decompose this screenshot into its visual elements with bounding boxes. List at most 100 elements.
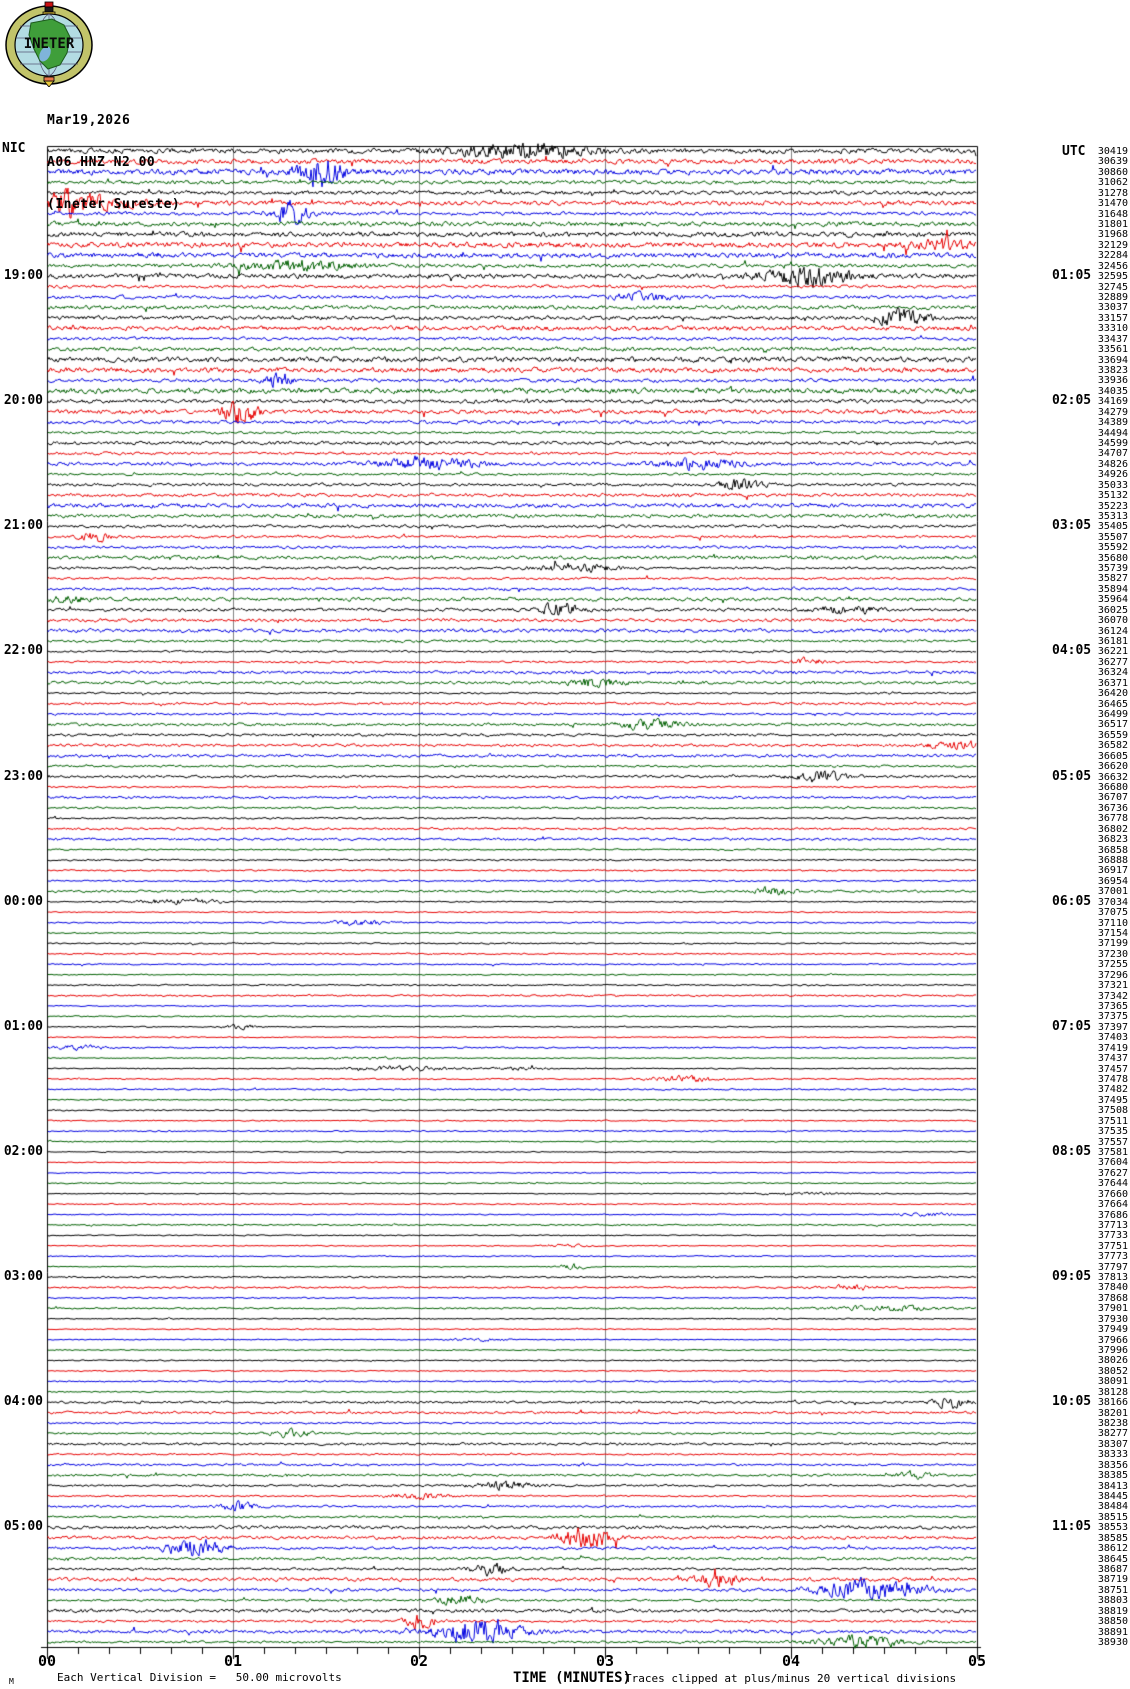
trace-value: 35680 xyxy=(1097,552,1128,564)
trace-value: 36465 xyxy=(1097,698,1128,710)
trace-value: 37627 xyxy=(1097,1167,1128,1179)
trace-value: 35592 xyxy=(1097,542,1128,554)
x-axis-tick-label: 04 xyxy=(781,1652,801,1670)
trace-value: 36888 xyxy=(1097,855,1128,866)
trace-value: 37868 xyxy=(1097,1292,1128,1304)
trace-value: 36324 xyxy=(1097,667,1128,679)
right-hour-label: 10:05 xyxy=(1052,1394,1092,1410)
trace-value: 36736 xyxy=(1097,802,1128,814)
logo-flag-red xyxy=(44,1,54,8)
trace-value: 36070 xyxy=(1097,615,1128,627)
trace-value: 37075 xyxy=(1097,907,1128,919)
trace-value: 37365 xyxy=(1097,1000,1128,1012)
trace-value: 36181 xyxy=(1097,636,1128,648)
trace-value: 38515 xyxy=(1097,1511,1128,1523)
trace-value: 38751 xyxy=(1097,1584,1128,1596)
x-axis-tick-label: 00 xyxy=(37,1652,57,1670)
logo-lake xyxy=(39,46,51,62)
trace-value: 38687 xyxy=(1097,1564,1128,1575)
left-hour-label: 22:00 xyxy=(3,643,43,659)
trace-value: 38052 xyxy=(1097,1365,1128,1377)
trace-value: 37581 xyxy=(1097,1146,1128,1158)
trace-value: 37296 xyxy=(1097,969,1128,981)
trace-value: 38850 xyxy=(1097,1616,1128,1628)
trace-value: 37644 xyxy=(1097,1178,1128,1190)
trace-value: 32129 xyxy=(1097,239,1128,251)
trace-value: 36124 xyxy=(1097,625,1128,637)
trace-value: 36371 xyxy=(1097,677,1128,689)
x-axis-title: TIME (MINUTES) xyxy=(513,1670,632,1686)
trace-value: 32456 xyxy=(1097,260,1128,272)
trace-value: 35313 xyxy=(1097,510,1128,522)
trace-value: 32595 xyxy=(1097,271,1128,283)
trace-value: 34707 xyxy=(1097,448,1128,460)
trace-value: 37457 xyxy=(1097,1063,1128,1075)
trace-value: 31278 xyxy=(1097,187,1128,199)
trace-value: 37557 xyxy=(1097,1136,1128,1148)
left-hour-label: 02:00 xyxy=(3,1143,43,1159)
trace-value: 33037 xyxy=(1097,302,1128,314)
trace-value: 36917 xyxy=(1097,865,1128,877)
trace-value: 31470 xyxy=(1097,198,1128,210)
trace-value: 37733 xyxy=(1097,1230,1128,1242)
trace-value: 38891 xyxy=(1097,1626,1128,1638)
ineter-logo: INETER xyxy=(5,1,93,87)
right-hour-label: 09:05 xyxy=(1052,1269,1092,1285)
right-hour-label: 01:05 xyxy=(1052,268,1092,284)
right-hour-label: 11:05 xyxy=(1052,1519,1092,1535)
trace-value: 37154 xyxy=(1097,927,1128,939)
left-axis-header: NIC xyxy=(2,141,26,156)
x-axis-tick-label: 02 xyxy=(409,1652,429,1670)
trace-value: 38091 xyxy=(1097,1376,1128,1388)
trace-value: 36499 xyxy=(1097,709,1128,721)
trace-value: 37840 xyxy=(1097,1282,1128,1294)
trace-value: 38645 xyxy=(1097,1553,1128,1565)
trace-value: 37321 xyxy=(1097,980,1128,992)
trace-value: 34599 xyxy=(1097,437,1128,449)
left-hour-label: 21:00 xyxy=(3,518,43,534)
x-axis-tick-label: 03 xyxy=(595,1652,615,1670)
trace-value: 37230 xyxy=(1097,948,1128,960)
trace-value: 38385 xyxy=(1097,1470,1128,1482)
trace-value: 33694 xyxy=(1097,354,1128,366)
trace-value: 37930 xyxy=(1097,1313,1128,1325)
left-hour-label: 03:00 xyxy=(3,1269,43,1285)
header-station: A06 HNZ N2 00 xyxy=(47,155,156,170)
trace-value: 37660 xyxy=(1097,1188,1128,1200)
left-hour-label: 23:00 xyxy=(3,768,43,784)
left-hour-label: 04:00 xyxy=(3,1394,43,1410)
trace-value: 37397 xyxy=(1097,1021,1128,1033)
trace-value: 37511 xyxy=(1097,1115,1128,1127)
trace-value: 37437 xyxy=(1097,1053,1128,1065)
right-hour-label: 05:05 xyxy=(1052,768,1092,784)
trace-value: 36221 xyxy=(1097,646,1128,658)
trace-value: 36605 xyxy=(1097,750,1128,762)
trace-value: 37375 xyxy=(1097,1011,1128,1023)
trace-value: 37901 xyxy=(1097,1303,1128,1315)
trace-value: 35739 xyxy=(1097,563,1128,575)
trace-value: 38201 xyxy=(1097,1407,1128,1419)
trace-value: 38930 xyxy=(1097,1637,1128,1648)
right-hour-label: 03:05 xyxy=(1052,518,1092,534)
trace-value: 36954 xyxy=(1097,875,1128,887)
trace-value: 37797 xyxy=(1097,1261,1128,1273)
trace-value: 33310 xyxy=(1097,323,1128,335)
trace-value: 34035 xyxy=(1097,385,1128,397)
trace-value: 35827 xyxy=(1097,573,1128,585)
right-hour-label: 06:05 xyxy=(1052,893,1092,909)
trace-value: 38026 xyxy=(1097,1355,1128,1367)
trace-value: 37342 xyxy=(1097,990,1128,1002)
trace-value: 31968 xyxy=(1097,229,1128,241)
trace-value: 36802 xyxy=(1097,823,1128,835)
trace-value: 31648 xyxy=(1097,208,1128,220)
trace-value: 37535 xyxy=(1097,1126,1128,1138)
trace-value: 33157 xyxy=(1097,312,1128,324)
trace-value: 36517 xyxy=(1097,719,1128,731)
trace-value: 31062 xyxy=(1097,177,1128,189)
trace-value: 36582 xyxy=(1097,740,1128,752)
trace-value: 35964 xyxy=(1097,594,1128,606)
trace-value: 31801 xyxy=(1097,218,1128,230)
left-hour-label: 00:00 xyxy=(3,893,43,909)
x-axis-tick-label: 01 xyxy=(223,1652,243,1670)
